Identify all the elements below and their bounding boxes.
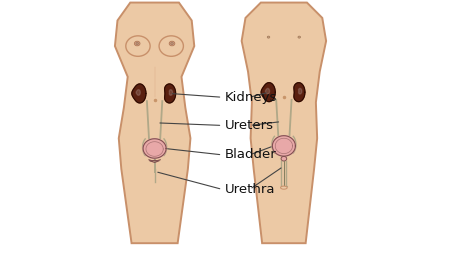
Ellipse shape: [280, 186, 287, 189]
Polygon shape: [136, 90, 140, 95]
Ellipse shape: [135, 41, 140, 46]
Polygon shape: [169, 90, 173, 95]
Polygon shape: [261, 83, 275, 102]
Ellipse shape: [136, 42, 139, 45]
Ellipse shape: [171, 42, 173, 45]
Text: Kidneys: Kidneys: [225, 91, 277, 104]
Polygon shape: [132, 84, 146, 103]
Polygon shape: [272, 136, 295, 156]
Polygon shape: [294, 83, 305, 102]
Ellipse shape: [281, 156, 287, 161]
Text: Ureters: Ureters: [225, 119, 274, 132]
Text: Bladder: Bladder: [225, 148, 277, 161]
Ellipse shape: [267, 36, 270, 38]
Ellipse shape: [159, 36, 184, 56]
Polygon shape: [143, 139, 166, 158]
Polygon shape: [242, 3, 326, 243]
Polygon shape: [115, 3, 194, 243]
Polygon shape: [165, 84, 176, 103]
Polygon shape: [266, 88, 270, 94]
Text: Urethra: Urethra: [225, 183, 275, 196]
Polygon shape: [298, 88, 302, 94]
Ellipse shape: [169, 41, 175, 46]
Ellipse shape: [298, 36, 301, 38]
Ellipse shape: [126, 36, 150, 56]
